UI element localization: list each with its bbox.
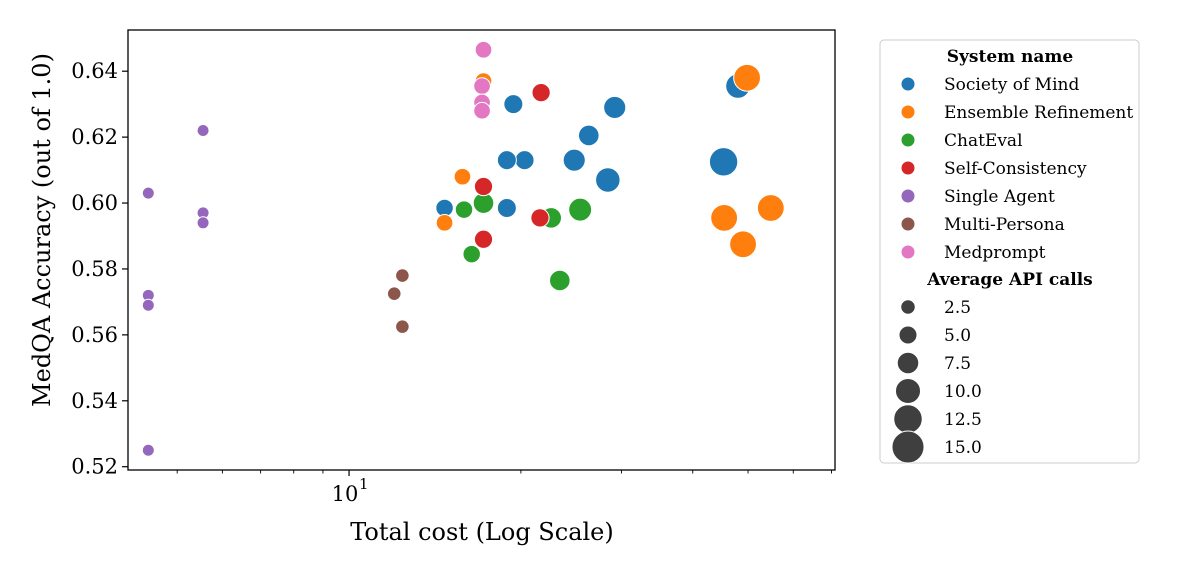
legend-size-label: 15.0: [944, 438, 982, 458]
data-point: [196, 216, 210, 230]
legend-size-marker: [896, 351, 920, 375]
legend: System name Average API calls Society of…: [879, 39, 1140, 464]
data-point: [496, 197, 517, 218]
data-points: [141, 40, 785, 457]
legend-marker: [900, 160, 916, 176]
series-ensemble-refinement: [435, 63, 785, 259]
legend-size-marker: [891, 430, 925, 464]
y-tick-label: 0.52: [71, 455, 118, 479]
data-point: [562, 148, 586, 172]
data-point: [462, 244, 481, 264]
y-tick-label: 0.60: [71, 191, 118, 215]
data-point: [577, 124, 600, 147]
legend-label: ChatEval: [944, 131, 1023, 151]
series-multi-persona: [386, 268, 410, 334]
data-point: [595, 167, 621, 193]
x-tick-label: 10: [332, 482, 359, 506]
legend-size-label: 10.0: [944, 382, 982, 402]
legend-size-marker: [898, 325, 918, 345]
series-self-consistency: [473, 83, 551, 249]
data-point: [514, 150, 535, 171]
data-point: [503, 94, 524, 115]
legend-marker: [900, 188, 916, 204]
data-point: [756, 194, 785, 222]
x-axis-label: Total cost (Log Scale): [350, 518, 614, 546]
data-point: [473, 229, 494, 249]
data-point: [386, 286, 402, 301]
legend-hue-title: System name: [947, 47, 1074, 67]
data-point: [710, 203, 739, 232]
legend-size-marker: [894, 377, 922, 405]
data-point: [473, 176, 494, 197]
data-point: [549, 269, 571, 292]
data-point: [435, 213, 454, 232]
axis-labels: Total cost (Log Scale) MedQA Accuracy (o…: [28, 53, 614, 546]
data-point: [729, 230, 757, 259]
legend-size-label: 5.0: [944, 326, 971, 346]
data-point: [531, 83, 551, 103]
legend-size-label: 7.5: [944, 354, 971, 374]
axes: 0.52 0.54 0.56 0.58 0.60 0.62 0.64 10 1: [71, 29, 836, 506]
legend-label: Multi-Persona: [944, 215, 1065, 235]
y-tick-label: 0.62: [71, 125, 118, 149]
data-point: [141, 443, 155, 457]
legend-label: Single Agent: [944, 187, 1055, 207]
y-tick-label: 0.64: [71, 59, 118, 83]
data-point: [196, 124, 210, 138]
legend-size-marker: [893, 404, 923, 434]
data-point: [454, 200, 474, 219]
data-point: [453, 167, 472, 186]
legend-marker: [900, 216, 916, 232]
data-point: [708, 147, 739, 177]
data-point: [141, 186, 155, 200]
data-point: [473, 77, 491, 95]
data-point: [496, 150, 517, 171]
legend-label: Society of Mind: [944, 75, 1079, 95]
y-tick-label: 0.54: [71, 389, 118, 413]
data-point: [474, 40, 493, 59]
y-axis-label: MedQA Accuracy (out of 1.0): [28, 53, 56, 407]
x-tick-exponent: 1: [359, 475, 369, 493]
legend-marker: [900, 132, 916, 148]
plot-frame: [127, 29, 836, 471]
legend-marker: [900, 244, 916, 260]
data-point: [603, 95, 627, 120]
data-point: [733, 63, 761, 92]
legend-label: Ensemble Refinement: [944, 103, 1133, 123]
legend-label: Medprompt: [944, 243, 1046, 263]
legend-marker: [900, 104, 916, 120]
legend-size-label: 2.5: [944, 298, 971, 318]
data-point: [473, 101, 491, 120]
legend-size-marker: [900, 299, 916, 315]
data-point: [395, 268, 410, 283]
legend-size-title: Average API calls: [926, 270, 1092, 290]
legend-marker: [900, 76, 916, 92]
y-tick-label: 0.56: [71, 323, 118, 347]
data-point: [568, 197, 593, 222]
data-point: [530, 208, 550, 228]
legend-frame: [879, 39, 1140, 464]
y-tick-label: 0.58: [71, 257, 118, 281]
series-medprompt: [473, 40, 493, 120]
series-single-agent: [141, 124, 210, 457]
data-point: [141, 298, 155, 312]
legend-size-label: 12.5: [944, 410, 982, 430]
data-point: [395, 319, 410, 334]
legend-label: Self-Consistency: [944, 159, 1087, 179]
